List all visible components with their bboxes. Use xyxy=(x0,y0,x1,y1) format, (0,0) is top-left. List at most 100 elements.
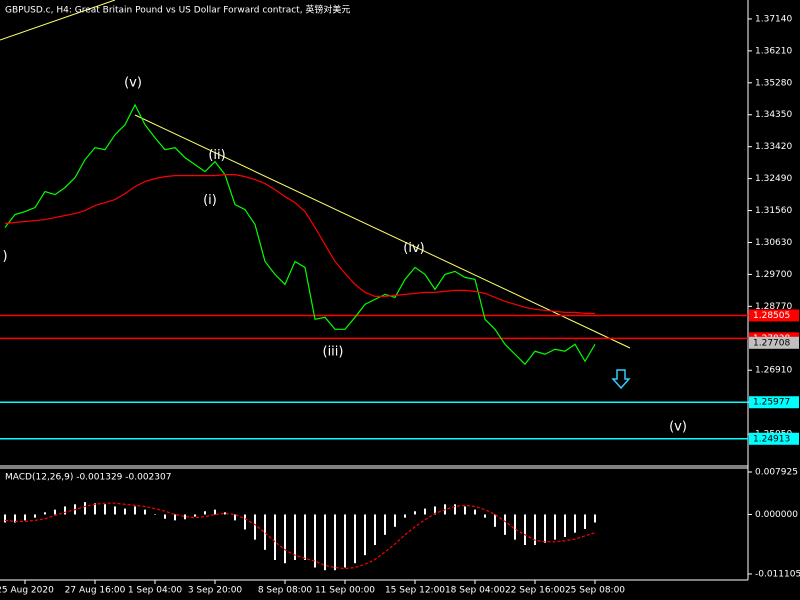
histogram-bar xyxy=(564,514,566,537)
histogram-bar xyxy=(594,514,596,523)
level-label: 1.25977 xyxy=(753,398,790,408)
histogram-bar xyxy=(514,514,516,540)
y-tick-label: 1.31560 xyxy=(755,206,792,216)
y-tick-label: 1.34350 xyxy=(755,110,792,120)
y-tick-label: 1.33420 xyxy=(755,142,792,152)
y-tick-label: -0.011105 xyxy=(755,569,800,579)
histogram-bar xyxy=(124,508,126,515)
x-tick-label: 27 Aug 16:00 xyxy=(65,586,126,596)
y-tick-label: 1.32490 xyxy=(755,174,792,184)
histogram-bar xyxy=(324,514,326,571)
histogram-bar xyxy=(504,514,506,535)
histogram-bar xyxy=(544,514,546,543)
histogram-bar xyxy=(274,514,276,561)
wave-label: (iii) xyxy=(323,345,344,360)
histogram-bar xyxy=(334,514,336,571)
histogram-bar xyxy=(194,514,196,517)
histogram-bar xyxy=(414,511,416,515)
x-tick-label: 15 Sep 12:00 xyxy=(385,586,445,596)
histogram-bar xyxy=(364,514,366,556)
histogram-bar xyxy=(394,514,396,527)
histogram-bar xyxy=(354,514,356,564)
x-tick-label: 8 Sep 08:00 xyxy=(258,586,313,596)
histogram-bar xyxy=(344,514,346,568)
level-label-box xyxy=(749,396,799,409)
x-tick-label: 18 Sep 04:00 xyxy=(445,586,505,596)
histogram-bar xyxy=(164,514,166,519)
y-tick-label: 1.37140 xyxy=(755,14,792,24)
histogram-bar xyxy=(284,514,286,564)
x-tick-label: 22 Sep 16:00 xyxy=(505,586,565,596)
histogram-bar xyxy=(204,511,206,515)
histogram-bar xyxy=(474,509,476,515)
wave-label: (i) xyxy=(203,193,217,208)
histogram-bar xyxy=(24,514,26,521)
histogram-bar xyxy=(494,514,496,527)
series-line xyxy=(4,502,596,570)
histogram-bar xyxy=(374,514,376,546)
histogram-bar xyxy=(34,514,36,518)
y-tick-label: 1.35280 xyxy=(755,78,792,88)
y-tick-label: 0.000000 xyxy=(755,510,798,520)
histogram-bar xyxy=(224,512,226,515)
wave-label: (v) xyxy=(124,75,142,90)
histogram-bar xyxy=(64,506,66,515)
trendline xyxy=(134,114,631,349)
histogram-bar xyxy=(234,514,236,521)
histogram-bar xyxy=(134,506,136,515)
histogram-bar xyxy=(154,514,156,515)
y-tick-label: 1.29700 xyxy=(755,270,792,280)
histogram-bar xyxy=(14,514,16,523)
histogram-bar xyxy=(554,514,556,540)
histogram-bar xyxy=(4,514,6,523)
x-tick-label: 11 Sep 00:00 xyxy=(315,586,375,596)
histogram-bar xyxy=(424,508,426,515)
histogram-bar xyxy=(294,514,296,561)
y-tick-label: 1.30630 xyxy=(755,238,792,248)
histogram-bar xyxy=(94,503,96,515)
chart-title: GBPUSD.c, H4: Great Britain Pound vs US … xyxy=(5,4,350,16)
x-tick-label: 1 Sep 04:00 xyxy=(128,586,183,596)
histogram-bar xyxy=(454,504,456,515)
histogram-bar xyxy=(584,514,586,529)
histogram-bar xyxy=(44,512,46,515)
wave-label: (iv) xyxy=(403,241,424,256)
histogram-bar xyxy=(384,514,386,535)
histogram-bar xyxy=(264,514,266,550)
series-line xyxy=(4,174,595,314)
histogram-bar xyxy=(404,514,406,518)
x-tick-label: 25 Sep 08:00 xyxy=(565,586,625,596)
level-label: 1.24913 xyxy=(753,434,790,444)
histogram-bar xyxy=(464,506,466,515)
y-tick-label: 1.36210 xyxy=(755,46,792,56)
histogram-bar xyxy=(484,514,486,518)
histogram-bar xyxy=(84,502,86,515)
last-price-box xyxy=(749,336,799,349)
histogram-bar xyxy=(54,509,56,515)
last-price-label: 1.27708 xyxy=(753,338,790,348)
y-tick-label: 0.007925 xyxy=(755,467,798,477)
wave-label: (v) xyxy=(669,420,687,435)
macd-title: MACD(12,26,9) -0.001329 -0.002307 xyxy=(5,473,171,483)
histogram-bar xyxy=(144,509,146,515)
histogram-bar xyxy=(114,506,116,515)
histogram-bar xyxy=(314,514,316,568)
histogram-bar xyxy=(534,514,536,546)
y-tick-label: 1.26910 xyxy=(755,366,792,376)
trendline xyxy=(0,0,116,41)
series-line xyxy=(4,103,596,366)
histogram-bar xyxy=(174,514,176,521)
histogram-bar xyxy=(254,514,256,540)
histogram-bar xyxy=(434,506,436,515)
level-label: 1.28505 xyxy=(753,311,790,321)
wave-label: ) xyxy=(2,249,7,264)
wave-label: (ii) xyxy=(208,148,225,163)
histogram-bar xyxy=(184,514,186,520)
y-tick-label: 1.28770 xyxy=(755,302,792,312)
histogram-bar xyxy=(104,504,106,515)
down-arrow xyxy=(611,369,631,390)
histogram-bar xyxy=(244,514,246,530)
